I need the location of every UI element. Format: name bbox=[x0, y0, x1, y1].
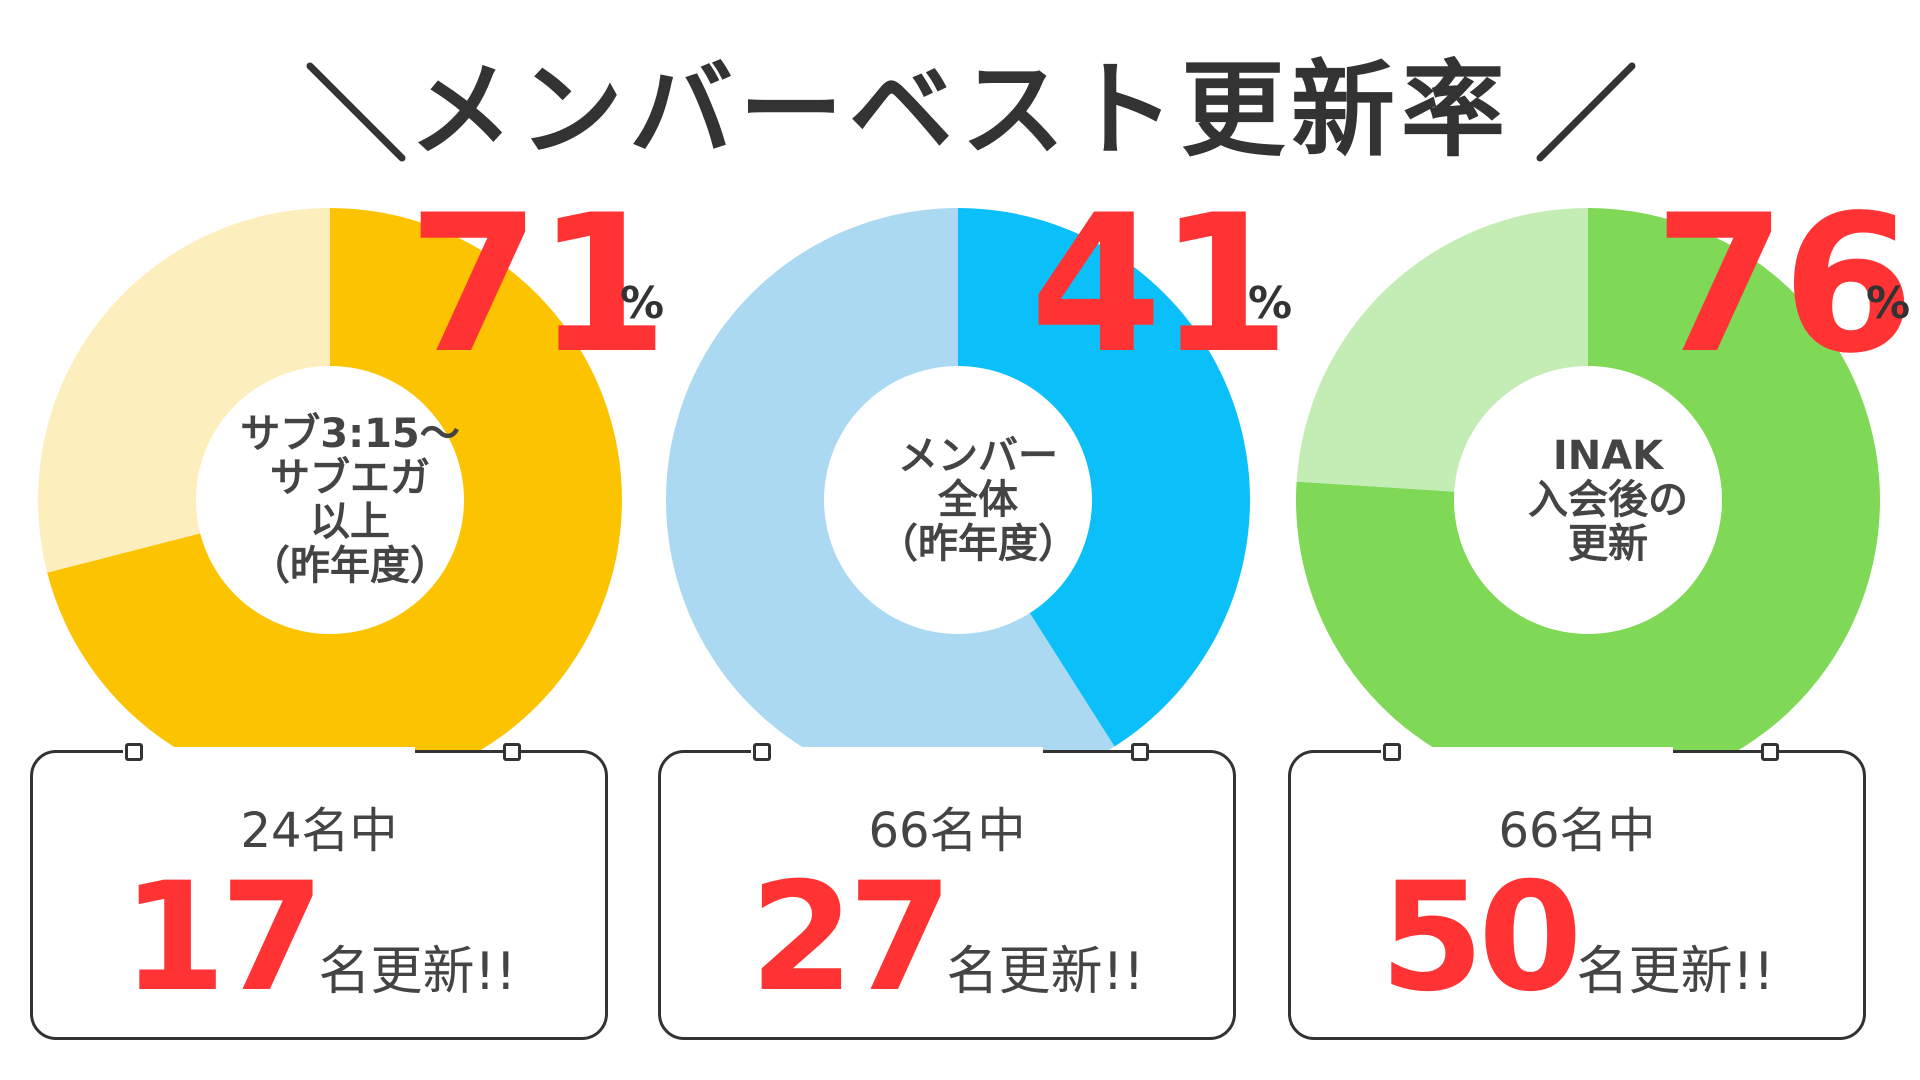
title-area: メンバーベスト更新率 bbox=[0, 40, 1920, 180]
donut-slice-not-updated bbox=[666, 208, 1115, 790]
donut-slice-updated bbox=[47, 208, 622, 790]
donut-chart-all-members bbox=[666, 208, 1250, 790]
center-label-line: （昨年度） bbox=[878, 521, 1078, 567]
updated-suffix-sub315: 名更新!! bbox=[318, 942, 517, 1002]
percent-value-sub315: 71 bbox=[408, 174, 668, 395]
card-ring-icon bbox=[753, 743, 771, 761]
result-card-inak: 66名中 50名更新!! bbox=[1288, 743, 1866, 1040]
updated-suffix-all-members: 名更新!! bbox=[946, 942, 1145, 1002]
center-label-line: （昨年度） bbox=[250, 543, 450, 589]
center-label-line: 更新 bbox=[1568, 521, 1648, 567]
result-card-all-members: 66名中 27名更新!! bbox=[658, 743, 1236, 1040]
percent-sign-all-members: % bbox=[1248, 278, 1293, 329]
percent-sign-inak: % bbox=[1866, 278, 1911, 329]
center-label-line: メンバー bbox=[898, 433, 1058, 479]
center-label-line: サブエガ bbox=[270, 455, 430, 501]
updated-count-all-members: 27名更新!! bbox=[661, 863, 1233, 1059]
center-label-line: INAK bbox=[1552, 433, 1664, 479]
result-card-sub315: 24名中 17名更新!! bbox=[30, 743, 608, 1040]
donut-slice-updated bbox=[958, 208, 1250, 747]
center-label-inak: INAK 入会後の 更新 bbox=[1488, 434, 1728, 566]
donut-slice-not-updated bbox=[1296, 208, 1588, 492]
donut-slice-updated bbox=[1296, 208, 1880, 790]
page-title: メンバーベスト更新率 bbox=[408, 49, 1512, 171]
backslash-decoration-icon bbox=[306, 62, 406, 162]
updated-number-all-members: 27 bbox=[749, 851, 953, 1025]
updated-count-inak: 50名更新!! bbox=[1291, 863, 1863, 1059]
donut-slice-not-updated bbox=[37, 208, 330, 573]
total-count-all-members: 66名中 bbox=[868, 803, 1026, 859]
percent-sign-sub315: % bbox=[620, 278, 665, 329]
card-ring-icon bbox=[1761, 743, 1779, 761]
chart-panel-sub315: サブ3:15〜 サブエガ 以上 （昨年度） 71 % 24名中 17名更新!! bbox=[30, 190, 668, 1050]
updated-number-sub315: 17 bbox=[121, 851, 325, 1025]
donut-chart-inak bbox=[1296, 208, 1880, 790]
center-label-line: サブ3:15〜 bbox=[240, 411, 460, 457]
total-count-sub315: 24名中 bbox=[240, 803, 398, 859]
slash-decoration-icon bbox=[1536, 62, 1636, 162]
percent-value-all-members: 41 bbox=[1030, 174, 1290, 395]
center-label-sub315: サブ3:15〜 サブエガ 以上 （昨年度） bbox=[230, 412, 470, 588]
card-gap bbox=[751, 747, 1043, 757]
center-label-line: 全体 bbox=[938, 477, 1018, 523]
chart-panel-inak: INAK 入会後の 更新 76 % 66名中 50名更新!! bbox=[1288, 174, 1914, 1050]
center-label-all-members: メンバー 全体 （昨年度） bbox=[858, 434, 1098, 566]
center-label-line: 入会後の bbox=[1528, 477, 1688, 523]
updated-count-sub315: 17名更新!! bbox=[33, 863, 605, 1059]
donut-chart-sub315 bbox=[37, 208, 622, 790]
updated-suffix-inak: 名更新!! bbox=[1576, 942, 1775, 1002]
card-gap bbox=[1381, 747, 1673, 757]
card-ring-icon bbox=[125, 743, 143, 761]
chart-panel-all-members: メンバー 全体 （昨年度） 41 % 66名中 27名更新!! bbox=[658, 190, 1292, 1050]
card-gap bbox=[123, 747, 415, 757]
card-ring-icon bbox=[1131, 743, 1149, 761]
percent-value-inak: 76 bbox=[1654, 174, 1914, 395]
card-ring-icon bbox=[1383, 743, 1401, 761]
card-ring-icon bbox=[503, 743, 521, 761]
center-label-line: 以上 bbox=[310, 499, 390, 545]
total-count-inak: 66名中 bbox=[1498, 803, 1656, 859]
updated-number-inak: 50 bbox=[1379, 851, 1583, 1025]
